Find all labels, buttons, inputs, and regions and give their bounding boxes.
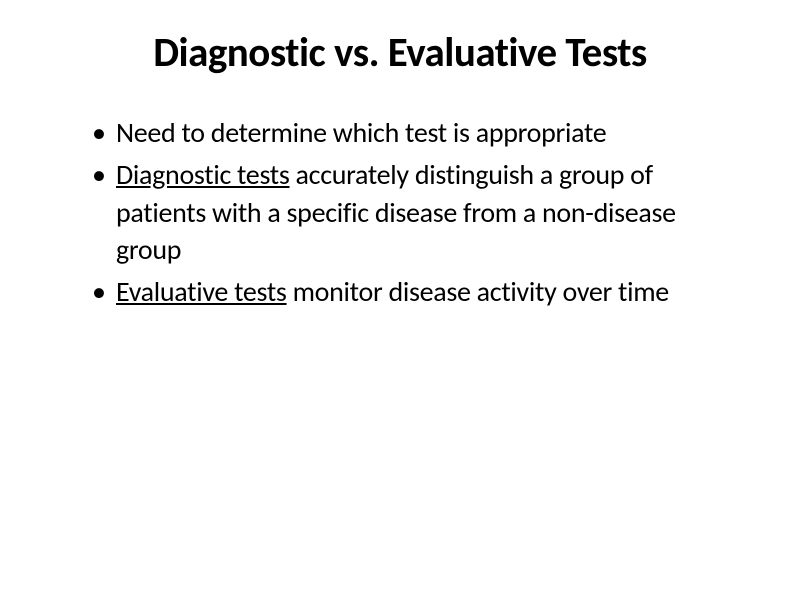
bullet-item: Evaluative tests monitor disease activit… (92, 273, 740, 311)
slide-title: Diagnostic vs. Evaluative Tests (60, 28, 740, 78)
bullet-text: Need to determine which test is appropri… (116, 115, 606, 150)
bullet-item: Need to determine which test is appropri… (92, 114, 740, 152)
slide-container: Diagnostic vs. Evaluative Tests Need to … (0, 0, 800, 600)
bullet-item: Diagnostic tests accurately distinguish … (92, 156, 740, 269)
bullet-text: monitor disease activity over time (287, 274, 669, 309)
bullet-list: Need to determine which test is appropri… (60, 114, 740, 311)
bullet-underlined-term: Evaluative tests (116, 274, 287, 309)
bullet-underlined-term: Diagnostic tests (116, 157, 290, 192)
